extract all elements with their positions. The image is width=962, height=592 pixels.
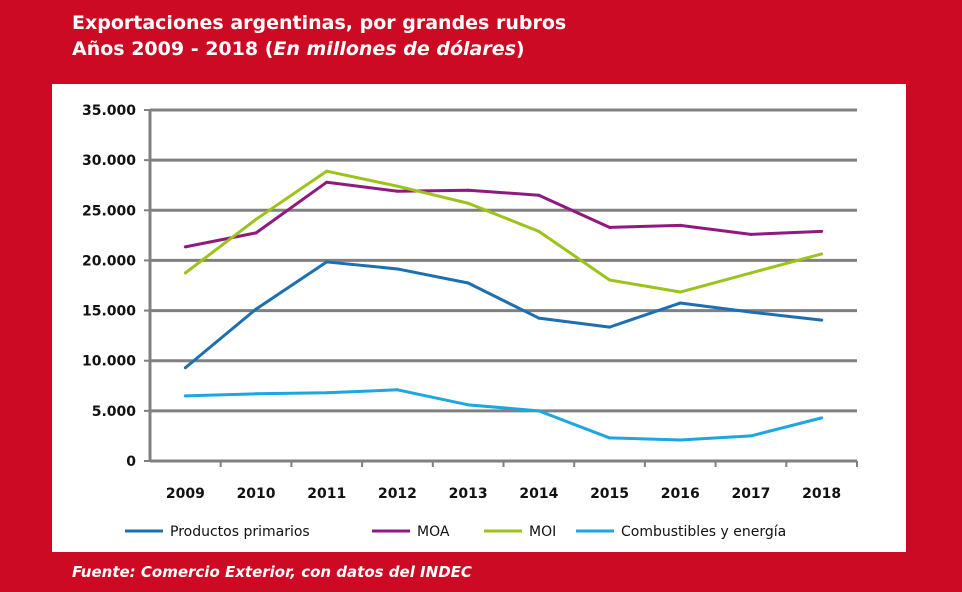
data-point (183, 366, 187, 370)
data-point (466, 281, 470, 285)
data-point (678, 301, 682, 305)
series-line-productos-primarios (184, 260, 822, 369)
data-point (678, 290, 682, 294)
x-tick-label: 2009 (166, 486, 205, 502)
data-point (466, 188, 470, 192)
legend-label: MOI (529, 524, 556, 540)
legend-label: MOA (417, 524, 450, 540)
x-tick-label: 2013 (449, 486, 488, 502)
data-point (254, 217, 258, 221)
series-line-combustibles-y-energ-a (185, 388, 823, 442)
y-tick-label: 10.000 (82, 354, 136, 370)
x-tick-label: 2014 (519, 486, 558, 502)
title-line-1: Exportaciones argentinas, por grandes ru… (72, 12, 567, 34)
data-point (395, 267, 399, 271)
data-point (325, 180, 329, 184)
data-point (183, 245, 187, 249)
data-point (820, 416, 824, 420)
title-line-2: Años 2009 - 2018 (En millones de dólares… (72, 36, 566, 62)
series-line-moa (185, 180, 822, 249)
legend-label: Combustibles y energía (621, 524, 786, 540)
data-point (183, 271, 187, 275)
data-point (820, 252, 824, 256)
data-point (749, 310, 753, 314)
data-point (820, 229, 824, 233)
x-tick-label: 2015 (590, 486, 629, 502)
x-tick-label: 2011 (307, 486, 346, 502)
data-point (466, 201, 470, 205)
data-point (608, 325, 612, 329)
data-point (749, 232, 753, 236)
y-tick-label: 20.000 (82, 253, 136, 269)
data-point (537, 409, 541, 413)
data-point (254, 392, 258, 396)
data-point (325, 391, 329, 395)
title-years: Años 2009 - 2018 ( (72, 38, 274, 60)
source-note: Fuente: Comercio Exterior, con datos del… (72, 563, 472, 581)
data-point (254, 307, 258, 311)
data-point (183, 394, 187, 398)
chart-panel (52, 84, 906, 552)
data-point (678, 438, 682, 442)
data-point (395, 184, 399, 188)
title-close: ) (515, 38, 525, 60)
y-tick-label: 25.000 (82, 203, 136, 219)
title-units: En millones de dólares (273, 38, 516, 60)
data-point (537, 229, 541, 233)
data-point (749, 271, 753, 275)
data-point (608, 436, 612, 440)
x-tick-label: 2018 (802, 486, 841, 502)
x-tick-label: 2017 (731, 486, 770, 502)
data-point (608, 225, 612, 229)
data-point (537, 316, 541, 320)
y-tick-label: 30.000 (82, 153, 136, 169)
data-point (749, 434, 753, 438)
x-tick-label: 2016 (661, 486, 700, 502)
series-line-moi (184, 169, 823, 294)
y-tick-label: 5.000 (92, 404, 137, 420)
data-point (466, 403, 470, 407)
x-tick-label: 2010 (237, 486, 276, 502)
x-tick-label: 2012 (378, 486, 417, 502)
data-point (608, 278, 612, 282)
y-tick-label: 35.000 (82, 103, 136, 119)
y-tick-label: 0 (126, 454, 136, 470)
legend-label: Productos primarios (170, 524, 310, 540)
data-point (325, 260, 329, 264)
data-point (537, 193, 541, 197)
data-point (820, 318, 824, 322)
data-point (395, 388, 399, 392)
data-point (325, 169, 329, 173)
data-point (678, 223, 682, 227)
data-point (254, 231, 258, 235)
y-tick-label: 15.000 (82, 304, 136, 320)
data-point (395, 189, 399, 193)
chart-title: Exportaciones argentinas, por grandes ru… (72, 10, 566, 62)
